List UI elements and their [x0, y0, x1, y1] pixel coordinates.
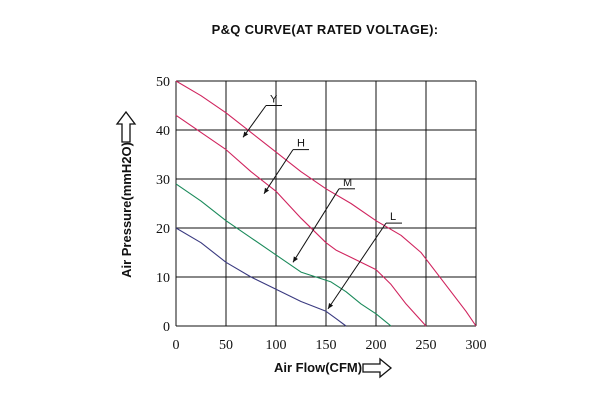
curve-label-text-h: H: [297, 138, 305, 150]
x-tick-label-6: 300: [466, 338, 487, 353]
y-tick-label-4: 40: [156, 124, 170, 139]
curve-label-h: H: [263, 138, 309, 194]
x-tick-label-1: 50: [219, 338, 233, 353]
curve-label-text-l: L: [390, 211, 396, 223]
y-tick-labels: 0 10 20 30 40 50: [156, 75, 170, 335]
curve-label-l: L: [327, 211, 402, 310]
curve-y: [175, 80, 477, 327]
curve-m: [175, 183, 392, 327]
curve-labels: Y H M L: [242, 94, 402, 310]
x-tick-label-0: 0: [173, 338, 180, 353]
y-tick-label-3: 30: [156, 173, 170, 188]
curves: [175, 80, 477, 327]
right-arrow-icon: [362, 357, 393, 379]
x-tick-label-4: 200: [366, 338, 387, 353]
y-tick-label-5: 50: [156, 75, 170, 90]
y-tick-label-1: 10: [156, 271, 170, 286]
curve-label-m: M: [292, 177, 355, 263]
curve-label-text-y: Y: [270, 94, 278, 106]
curve-label-y: Y: [242, 94, 282, 138]
grid-lines: [175, 80, 477, 327]
up-arrow-icon: [115, 110, 137, 143]
y-axis-label: Air Pressure(mmH2O): [119, 142, 134, 278]
y-tick-label-0: 0: [163, 320, 170, 335]
x-tick-label-3: 150: [316, 338, 337, 353]
x-tick-label-2: 100: [266, 338, 287, 353]
chart-title: P&Q CURVE(AT RATED VOLTAGE):: [212, 22, 439, 37]
curve-l: [175, 227, 347, 327]
x-tick-labels: 0 50 100 150 200 250 300: [173, 338, 487, 353]
curve-h: [175, 114, 427, 327]
curve-label-text-m: M: [343, 177, 352, 189]
x-axis-label: Air Flow(CFM): [274, 360, 362, 375]
x-tick-label-5: 250: [416, 338, 437, 353]
y-tick-label-2: 20: [156, 222, 170, 237]
